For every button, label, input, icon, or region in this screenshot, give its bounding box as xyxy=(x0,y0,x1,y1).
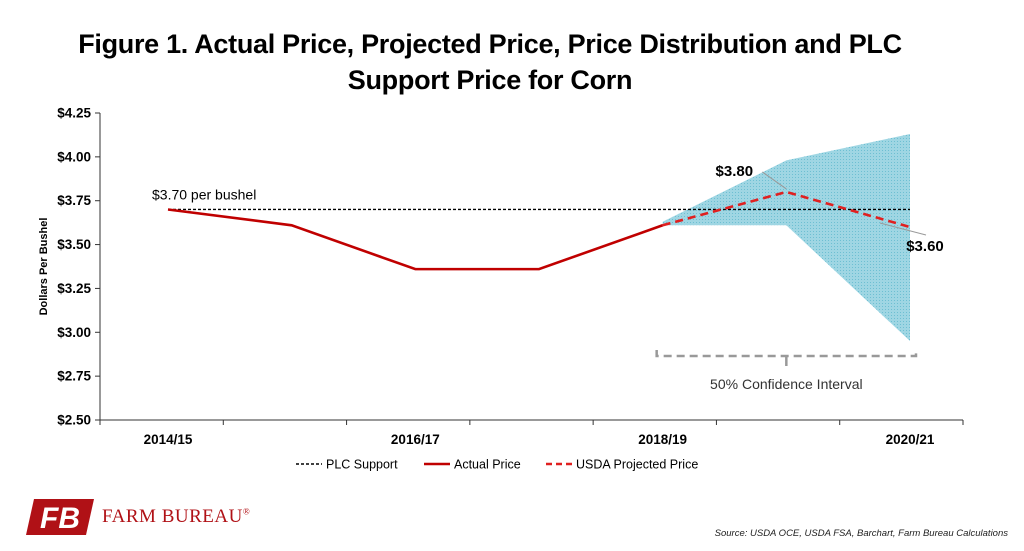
series-line-actual-price xyxy=(167,208,664,271)
x-tick-label: 2018/19 xyxy=(638,432,687,447)
annotation-leader xyxy=(879,222,927,236)
y-axis-label: Dollars Per Bushel xyxy=(38,218,50,316)
svg-text:FB: FB xyxy=(40,502,80,535)
x-tick-label: 2014/15 xyxy=(144,432,193,447)
legend-label: Actual Price xyxy=(454,458,521,472)
projected-2019-annotation: $3.80 xyxy=(716,163,754,180)
series xyxy=(167,190,911,271)
plc-support-annotation: $3.70 per bushel xyxy=(152,186,256,202)
legend-label: USDA Projected Price xyxy=(576,458,698,472)
fb-logo-icon: FB xyxy=(26,499,94,535)
y-tick-label: $3.75 xyxy=(57,193,91,208)
y-tick-label: $2.75 xyxy=(57,369,91,384)
chart-title: Figure 1. Actual Price, Projected Price,… xyxy=(78,29,902,95)
confidence-interval-label: 50% Confidence Interval xyxy=(710,376,863,392)
source-note: Source: USDA OCE, USDA FSA, Barchart, Fa… xyxy=(714,528,1008,539)
y-tick-label: $3.50 xyxy=(57,237,91,252)
x-tick-label: 2020/21 xyxy=(886,432,935,447)
annotation-leader xyxy=(762,171,787,190)
y-tick-label: $3.25 xyxy=(57,281,91,296)
y-tick-label: $4.00 xyxy=(57,149,91,164)
axes: $2.50 $2.75 $3.00 $3.25 $3.50 $3.75 $4.00 $4.25… xyxy=(38,106,964,447)
confidence-bracket xyxy=(655,350,918,358)
brand-name: FARM BUREAU® xyxy=(102,506,251,527)
x-tick-label: 2016/17 xyxy=(391,432,440,447)
projected-2020-annotation: $3.60 xyxy=(906,238,944,255)
y-tick-label: $2.50 xyxy=(57,413,91,428)
y-tick-label: $3.00 xyxy=(57,325,91,340)
legend-label: PLC Support xyxy=(326,458,398,472)
series-line-usda-projected-price xyxy=(662,190,911,229)
legend: PLC Support Actual Price USDA Projected Pr… xyxy=(296,458,698,472)
y-tick-label: $4.25 xyxy=(57,106,91,121)
farm-bureau-logo: FB FARM BUREAU® xyxy=(20,497,250,537)
annotations: $3.70 per bushel $3.80 $3.60 xyxy=(152,163,944,255)
confidence-band: 50% Confidence Interval xyxy=(655,134,918,392)
confidence-band-area xyxy=(662,134,910,342)
